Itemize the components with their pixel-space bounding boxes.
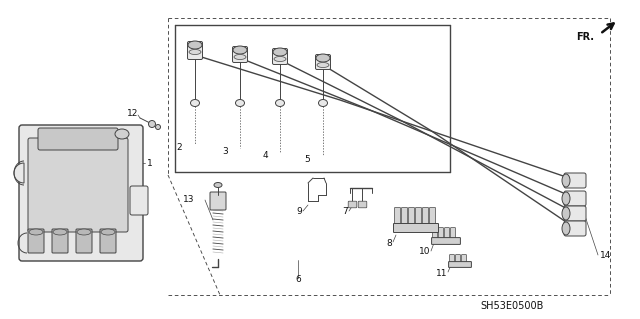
Ellipse shape <box>188 41 202 49</box>
FancyBboxPatch shape <box>52 229 68 253</box>
Ellipse shape <box>275 100 285 107</box>
Text: 7: 7 <box>342 207 348 217</box>
FancyBboxPatch shape <box>461 255 467 265</box>
FancyBboxPatch shape <box>76 229 92 253</box>
Ellipse shape <box>317 63 329 68</box>
FancyBboxPatch shape <box>358 201 367 208</box>
FancyBboxPatch shape <box>401 207 408 231</box>
FancyBboxPatch shape <box>100 229 116 253</box>
FancyBboxPatch shape <box>438 227 444 242</box>
FancyBboxPatch shape <box>564 191 586 206</box>
Ellipse shape <box>319 100 328 107</box>
Circle shape <box>148 121 156 128</box>
FancyBboxPatch shape <box>564 206 586 221</box>
Ellipse shape <box>562 174 570 187</box>
Text: 9: 9 <box>296 207 302 217</box>
Ellipse shape <box>77 229 91 235</box>
Text: 3: 3 <box>222 147 228 157</box>
FancyBboxPatch shape <box>232 47 248 63</box>
FancyBboxPatch shape <box>316 55 330 70</box>
Ellipse shape <box>191 100 200 107</box>
Text: 6: 6 <box>295 276 301 285</box>
Ellipse shape <box>562 222 570 235</box>
Text: 1: 1 <box>147 159 153 167</box>
Circle shape <box>156 124 161 130</box>
FancyBboxPatch shape <box>564 221 586 236</box>
Text: 10: 10 <box>419 248 430 256</box>
Text: 2: 2 <box>177 144 182 152</box>
FancyBboxPatch shape <box>429 207 435 231</box>
Ellipse shape <box>234 55 246 60</box>
FancyBboxPatch shape <box>210 192 226 210</box>
FancyBboxPatch shape <box>564 173 586 188</box>
Ellipse shape <box>274 56 286 62</box>
FancyBboxPatch shape <box>433 227 437 242</box>
Ellipse shape <box>189 49 201 55</box>
FancyBboxPatch shape <box>422 207 429 231</box>
FancyBboxPatch shape <box>28 229 44 253</box>
FancyBboxPatch shape <box>450 255 454 265</box>
FancyBboxPatch shape <box>449 262 472 267</box>
Ellipse shape <box>273 48 287 56</box>
FancyBboxPatch shape <box>445 227 449 242</box>
FancyBboxPatch shape <box>188 41 202 60</box>
FancyBboxPatch shape <box>431 238 460 244</box>
FancyBboxPatch shape <box>451 227 456 242</box>
FancyBboxPatch shape <box>130 186 148 215</box>
FancyBboxPatch shape <box>456 255 460 265</box>
Wedge shape <box>14 163 24 183</box>
Ellipse shape <box>562 192 570 205</box>
Text: 11: 11 <box>435 269 447 278</box>
Ellipse shape <box>214 182 222 188</box>
Ellipse shape <box>29 229 43 235</box>
Text: 8: 8 <box>387 239 392 248</box>
Ellipse shape <box>236 100 244 107</box>
FancyBboxPatch shape <box>394 224 438 233</box>
FancyBboxPatch shape <box>415 207 422 231</box>
Text: 12: 12 <box>127 109 138 118</box>
FancyBboxPatch shape <box>394 207 401 231</box>
FancyBboxPatch shape <box>38 128 118 150</box>
FancyBboxPatch shape <box>348 201 357 208</box>
FancyBboxPatch shape <box>273 48 287 64</box>
Text: 13: 13 <box>182 196 194 204</box>
FancyBboxPatch shape <box>19 125 143 261</box>
FancyBboxPatch shape <box>408 207 415 231</box>
Text: 4: 4 <box>262 152 268 160</box>
Text: FR.: FR. <box>576 32 594 42</box>
Ellipse shape <box>316 54 330 62</box>
Ellipse shape <box>115 129 129 139</box>
Text: 5: 5 <box>304 155 310 165</box>
Ellipse shape <box>53 229 67 235</box>
Text: 14: 14 <box>600 250 611 259</box>
Ellipse shape <box>233 46 247 54</box>
Ellipse shape <box>562 207 570 220</box>
Text: SH53E0500B: SH53E0500B <box>480 301 544 311</box>
FancyBboxPatch shape <box>28 138 128 232</box>
Ellipse shape <box>101 229 115 235</box>
